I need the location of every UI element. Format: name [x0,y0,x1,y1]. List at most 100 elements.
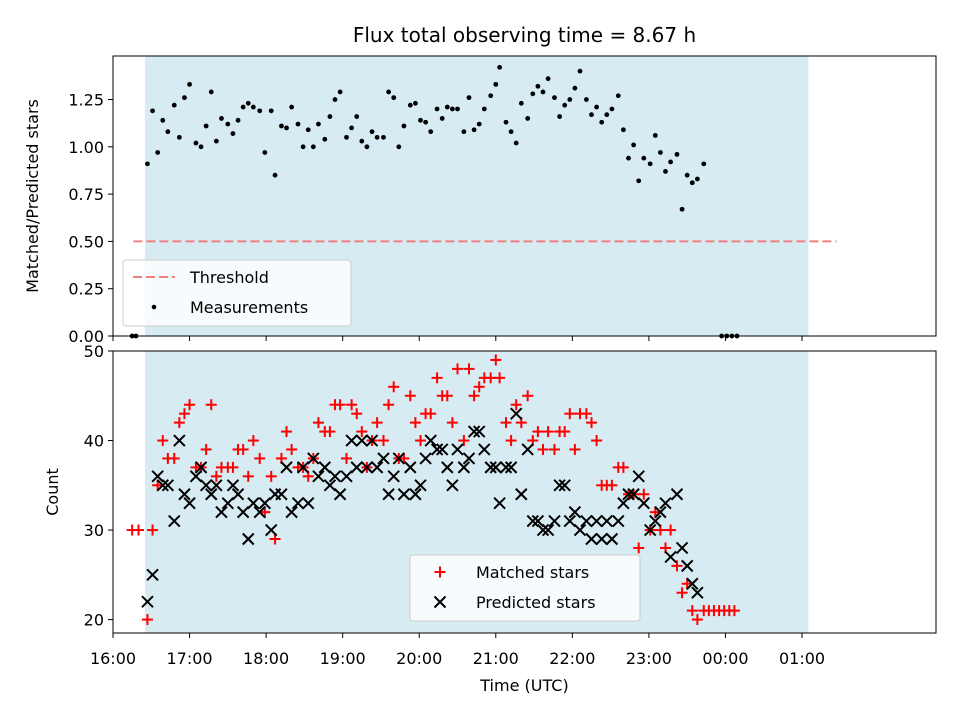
predicted-star-point [612,514,625,528]
predicted-star-point [617,496,630,510]
predicted-star-point [189,470,203,483]
matched-star-point [388,381,400,393]
matched-star-point [346,399,358,411]
measurement-point [577,68,583,74]
matched-star-point [691,614,703,626]
measurement-point [428,129,434,135]
predicted-star-point [377,452,390,465]
predicted-star-point [275,488,288,501]
predicted-star-point [558,479,571,492]
matched-star-point [415,435,427,447]
matched-star-point [580,408,592,420]
x-tick-label: 22:00 [549,649,595,668]
matched-star-point [649,506,661,518]
x-tick-label: 20:00 [396,649,442,668]
measurement-point [407,102,413,108]
predicted-star-point [680,559,694,573]
measurement-point [583,97,589,102]
matched-star-point [617,461,629,473]
matched-star-point [431,372,443,384]
predicted-star-point [183,496,196,510]
measurement-point [193,140,199,146]
top-legend-box [122,259,352,327]
matched-star-point [676,587,688,599]
measurement-point [530,91,536,97]
predicted-star-point [253,505,266,519]
bottom-axes-frame [112,350,937,634]
predicted-star-point [296,461,310,474]
measurement-point [225,121,231,127]
matched-star-point [468,390,480,402]
matched-star-point [200,443,212,455]
matched-star-point [425,408,437,420]
matched-star-point [537,443,549,455]
matched-star-point [548,443,560,455]
predicted-star-point [548,514,561,528]
measurement-point [599,119,605,125]
predicted-star-point [435,443,449,456]
measurement-point [434,106,440,112]
measurement-point [493,81,499,87]
bottom-y-tick-label: 30 [84,521,104,540]
legend-measurements-label: Measurements [190,298,308,317]
measurement-point [155,150,161,155]
measurement-point [413,100,418,106]
measurement-point [349,125,355,131]
predicted-star-point [291,496,305,510]
x-axis-label: Time (UTC) [479,676,568,695]
predicted-star-point [686,577,699,590]
measurement-point [289,104,295,110]
predicted-star-point [585,532,598,546]
measurement-point [295,121,301,127]
matched-star-point [463,363,475,375]
measurement-point [636,178,642,184]
predicted-star-point [531,514,545,528]
predicted-star-point [312,470,325,483]
predicted-star-point [392,452,406,465]
predicted-star-point [424,434,437,447]
measurement-point [279,123,284,129]
measurement-point [203,123,209,129]
predicted-star-point [504,461,518,474]
matched-star-point [505,435,517,447]
matched-star-point [686,605,698,617]
measurement-point [257,108,263,114]
measurement-point [300,144,306,150]
matched-star-point [247,435,259,447]
legend-measurements-swatch [151,304,157,310]
legend-predicted-swatch [433,595,447,609]
predicted-star-point [451,443,464,456]
predicted-star-point [595,532,608,546]
x-tick-label: 23:00 [626,649,672,668]
bottom-y-tick-label: 50 [84,342,104,361]
predicted-star-point [536,523,550,537]
matched-star-point [133,524,145,536]
predicted-star-point [590,514,603,528]
matched-star-point [522,390,534,402]
matched-star-point [671,560,683,572]
measurement-point [663,169,668,174]
measurement-point [513,140,519,146]
predicted-star-point [404,461,417,474]
matched-star-point [510,399,522,411]
predicted-star-point [318,461,332,474]
predicted-star-point [173,434,186,447]
predicted-star-point [457,461,471,474]
measurement-point [668,159,673,165]
measurement-point [631,142,636,148]
measurement-point [401,123,407,129]
matched-star-point [371,417,383,429]
measurement-point [198,144,204,150]
predicted-star-point [151,470,164,483]
predicted-star-point [670,488,684,501]
measurement-point [626,155,631,161]
measurement-point [461,129,467,135]
predicted-star-point [441,461,454,474]
measurement-point [497,64,503,70]
matched-star-point [532,426,544,438]
predicted-star-point [328,470,342,483]
measurement-point [359,138,365,144]
measurement-point [344,134,349,140]
predicted-star-point [541,523,555,537]
measurement-point [364,144,370,150]
